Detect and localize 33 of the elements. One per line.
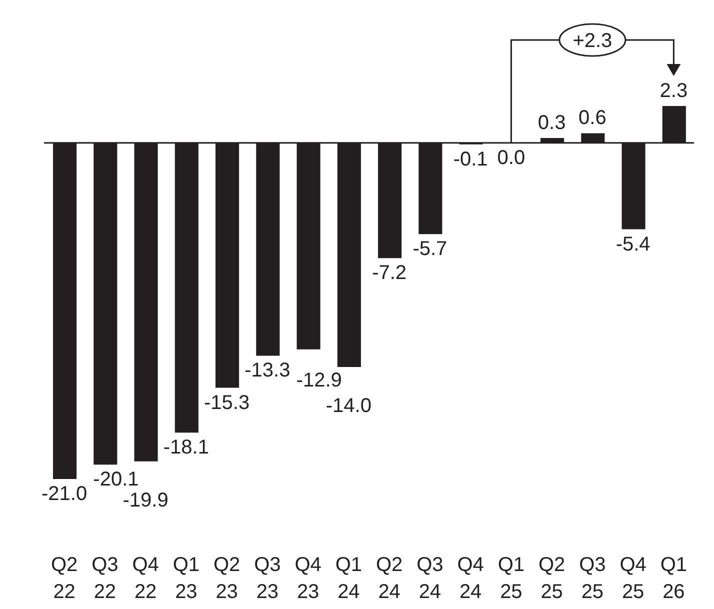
data-label: -21.0 [42,483,88,505]
data-label: -12.9 [296,369,342,392]
x-tick-label: Q2 25 [538,554,566,603]
x-tick-label: Q4 25 [620,554,646,603]
x-tick-label: Q2 23 [213,554,240,603]
x-tick-label: Q2 22 [50,554,78,603]
x-tick-label: Q2 24 [376,554,403,603]
data-label: -20.1 [93,468,139,491]
data-label: 2.3 [660,80,688,102]
data-label: -0.1 [453,148,488,170]
data-label: -7.2 [372,262,407,284]
data-label: -5.7 [412,238,448,260]
x-tick-label: Q1 26 [660,554,688,603]
x-tick-label: Q4 23 [294,554,322,603]
data-label: -13.3 [244,360,290,382]
data-label: -14.0 [326,394,372,417]
data-label: 0.3 [538,112,566,134]
x-tick-label: Q3 24 [416,554,444,603]
x-tick-label: Q1 23 [172,554,200,603]
text: +2.3 [572,30,612,52]
x-tick-label: Q1 24 [335,554,362,603]
x-tick-label: Q3 22 [92,554,118,603]
x-tick-label: Q1 25 [498,554,525,603]
x-tick-label: Q3 25 [579,554,606,603]
data-label: -5.4 [616,233,650,256]
data-label: 0.6 [578,107,606,130]
x-tick-label: Q4 22 [132,554,159,603]
data-label: -15.3 [204,392,250,414]
data-label: -19.9 [122,489,168,512]
data-label: 0.0 [497,146,526,169]
x-tick-label: Q3 23 [254,554,281,603]
x-tick-label: Q4 24 [457,554,484,603]
data-label: -18.1 [163,436,209,459]
